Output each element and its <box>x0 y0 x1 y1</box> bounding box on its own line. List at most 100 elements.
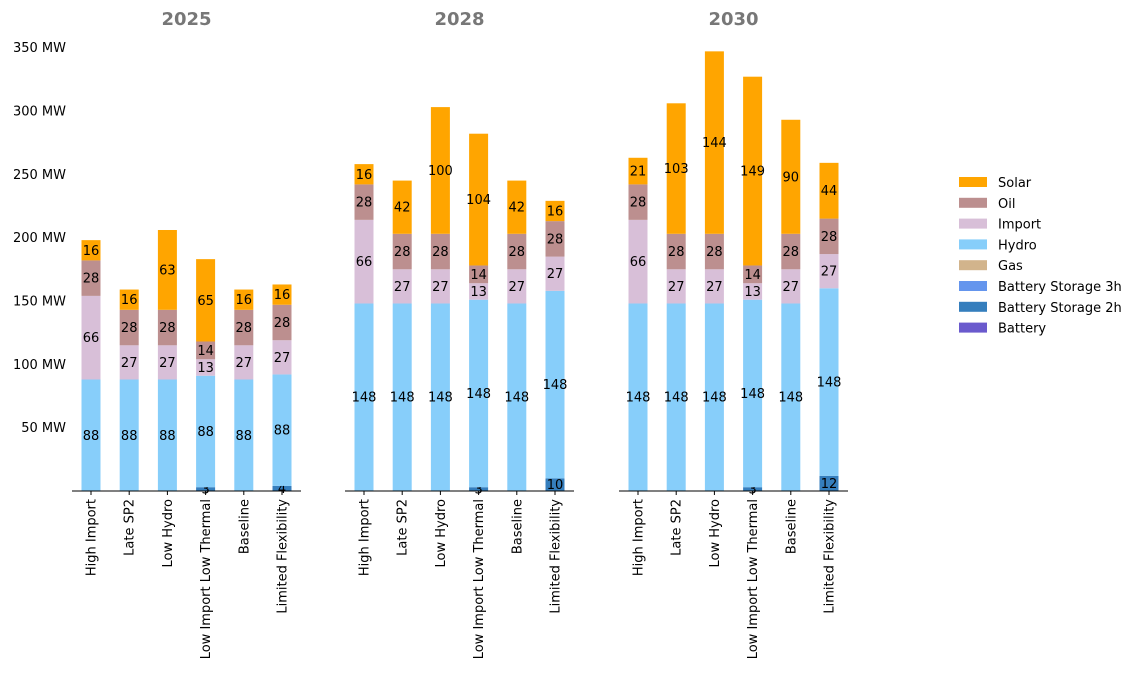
legend-item: Oil <box>959 197 1015 212</box>
bar-segment <box>743 76 763 266</box>
bar-segment <box>628 303 648 491</box>
bar-segment <box>545 290 565 479</box>
bar-value-label: 13 <box>470 285 487 300</box>
bar-value-label: 66 <box>83 331 100 346</box>
legend-swatch <box>959 281 987 291</box>
panel-title: 2025 <box>161 9 211 30</box>
bar-segment <box>354 164 374 185</box>
bar-segment <box>157 345 177 380</box>
y-tick-label: 250 MW <box>13 168 66 183</box>
bar-value-label: 148 <box>428 391 453 406</box>
legend-swatch <box>959 218 987 229</box>
category-label: Late SP2 <box>396 499 411 556</box>
legend-item: Battery Storage 2h <box>959 301 1122 316</box>
legend-swatch <box>959 260 987 271</box>
category-label: Limited Flexibility <box>549 499 564 614</box>
bar-segment <box>743 265 763 284</box>
bar-value-label: 148 <box>817 376 842 391</box>
category-label: Baseline <box>784 499 799 554</box>
bar-segment <box>743 299 763 488</box>
bar-segment <box>430 303 450 491</box>
bar-value-label: 16 <box>121 293 138 308</box>
bar-segment <box>119 345 139 380</box>
bar-segment <box>819 218 839 255</box>
bar-segment <box>272 284 292 305</box>
legend-swatch <box>959 301 987 312</box>
y-tick-label: 350 MW <box>13 41 66 56</box>
bar-segment <box>507 180 527 234</box>
legend-swatch <box>959 239 987 250</box>
bar-value-label: 13 <box>744 285 761 300</box>
bar-value-label: 28 <box>274 316 291 331</box>
bar-segment <box>743 283 763 300</box>
bar-segment <box>469 487 489 491</box>
bar-value-label: 16 <box>547 204 564 219</box>
bar-value-label: 148 <box>740 387 765 402</box>
bar-value-label: 27 <box>509 280 526 295</box>
bar-segment <box>666 269 686 304</box>
axes-layer: 50 MW 100 MW 150 MW 200 MW 250 MW 300 MW 350 M… <box>13 9 848 659</box>
y-tick-label: 150 MW <box>13 294 66 309</box>
bar-value-label: 3 <box>748 483 756 498</box>
category-label: High Import <box>632 499 647 576</box>
bar-value-label: 10 <box>547 478 564 493</box>
bar-segment <box>272 340 292 375</box>
bar-segment <box>430 233 450 270</box>
bar-value-label: 27 <box>821 265 838 280</box>
bar-value-label: 13 <box>197 361 214 376</box>
legend-item: Import <box>959 218 1041 233</box>
bar-value-label: 144 <box>702 136 727 151</box>
bar-value-label: 28 <box>394 245 411 260</box>
legend-label: Oil <box>998 197 1015 212</box>
bar-value-label: 148 <box>504 391 529 406</box>
bar-value-label: 27 <box>236 356 253 371</box>
bar-segment <box>743 487 763 491</box>
bar-segment <box>666 303 686 491</box>
bar-segment <box>272 374 292 486</box>
bar-segment <box>234 289 254 310</box>
bar-value-label: 149 <box>740 165 765 180</box>
bar-segment <box>781 303 801 491</box>
bar-value-label: 16 <box>274 288 291 303</box>
panel-2030: 2030 148 66 28 21 High Import 148 27 28 103 Late S… <box>619 9 848 659</box>
bar-segment <box>819 254 839 289</box>
bar-segment <box>545 221 565 257</box>
bar-value-label: 16 <box>236 293 253 308</box>
bar-value-label: 88 <box>274 424 291 439</box>
bar-value-label: 14 <box>470 268 487 283</box>
bar-value-label: 27 <box>121 356 138 371</box>
bar-segment <box>157 229 177 310</box>
bar-segment <box>819 162 839 219</box>
legend-item: Battery Storage 3h <box>959 280 1122 295</box>
bar-segment <box>545 256 565 291</box>
bar-segment <box>272 304 292 341</box>
bar-segment <box>119 309 139 346</box>
category-label: Low Hydro <box>708 499 723 568</box>
category-label: Baseline <box>237 499 252 554</box>
bar-segment <box>469 283 489 300</box>
y-tick-label: 100 MW <box>13 358 66 373</box>
y-tick-label: 300 MW <box>13 104 66 119</box>
bar-value-label: 42 <box>509 201 526 216</box>
bar-value-label: 28 <box>121 321 138 336</box>
category-label: High Import <box>358 499 373 576</box>
bar-value-label: 27 <box>706 280 723 295</box>
legend-item: Hydro <box>959 238 1037 253</box>
bar-segment <box>704 233 724 270</box>
category-label: Low Hydro <box>161 499 176 568</box>
bar-value-label: 14 <box>744 268 761 283</box>
panel-2028: 2028 148 66 28 16 High Import 148 27 28 42 Late SP… <box>345 9 574 659</box>
bar-segment <box>157 379 177 491</box>
bar-segment <box>81 295 101 380</box>
bar-value-label: 104 <box>466 193 491 208</box>
bar-value-label: 90 <box>783 170 800 185</box>
bar-segment <box>196 487 216 491</box>
legend-item: Solar <box>959 176 1032 191</box>
legend-swatch <box>959 322 987 333</box>
legend-label: Solar <box>998 176 1032 191</box>
bar-segment <box>234 379 254 491</box>
bar-segment <box>507 303 527 491</box>
legend-label: Import <box>998 218 1041 233</box>
bar-segment <box>430 107 450 234</box>
